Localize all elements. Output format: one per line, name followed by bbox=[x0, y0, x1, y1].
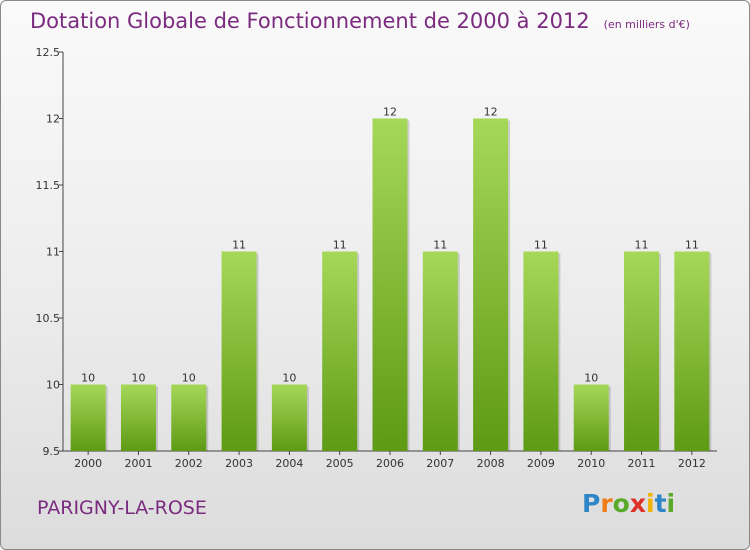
y-tick-label: 9.5 bbox=[43, 445, 61, 458]
bar-value-label: 12 bbox=[484, 106, 498, 119]
x-tick-label: 2012 bbox=[678, 457, 706, 470]
x-tick-label: 2009 bbox=[527, 457, 555, 470]
bar bbox=[171, 384, 207, 451]
x-tick-label: 2005 bbox=[326, 457, 354, 470]
x-tick-label: 2003 bbox=[225, 457, 253, 470]
bar-value-label: 11 bbox=[333, 239, 347, 252]
bar-value-label: 12 bbox=[383, 106, 397, 119]
bar bbox=[120, 384, 156, 451]
bar-value-label: 10 bbox=[182, 372, 196, 385]
y-tick-label: 10 bbox=[46, 379, 60, 392]
bar bbox=[674, 251, 710, 451]
chart-subtitle: (en milliers d'€) bbox=[603, 18, 690, 31]
bar-chart: 9.5 10 10.5 11 11.5 12 12.5 10 2000 10 2001 10 2002 1… bbox=[36, 46, 717, 470]
bar-value-label: 11 bbox=[232, 239, 246, 252]
bar-value-label: 11 bbox=[534, 239, 548, 252]
proxiti-logo: Proxiti bbox=[582, 489, 675, 518]
x-tick-label: 2004 bbox=[275, 457, 303, 470]
bar bbox=[523, 251, 559, 451]
logo-letter: x bbox=[629, 489, 646, 518]
y-tick-label: 11.5 bbox=[36, 179, 61, 192]
bar bbox=[221, 251, 257, 451]
y-tick-label: 11 bbox=[46, 246, 60, 259]
chart-title-text: Dotation Globale de Fonctionnement de 20… bbox=[30, 9, 590, 33]
bar bbox=[473, 118, 509, 451]
y-tick-label: 12 bbox=[46, 113, 60, 126]
chart-title: Dotation Globale de Fonctionnement de 20… bbox=[30, 9, 690, 33]
x-tick-label: 2002 bbox=[175, 457, 203, 470]
bar bbox=[624, 251, 660, 451]
y-tick-label: 10.5 bbox=[36, 312, 61, 325]
bar-value-label: 10 bbox=[282, 372, 296, 385]
x-tick-label: 2011 bbox=[628, 457, 656, 470]
y-tick-label: 12.5 bbox=[36, 46, 61, 59]
x-tick-label: 2010 bbox=[577, 457, 605, 470]
bar-value-label: 10 bbox=[131, 372, 145, 385]
logo-letter: r bbox=[600, 489, 613, 518]
bar-value-label: 11 bbox=[433, 239, 447, 252]
x-tick-label: 2007 bbox=[426, 457, 454, 470]
bar-value-label: 11 bbox=[685, 239, 699, 252]
bar bbox=[422, 251, 458, 451]
bar-value-label: 10 bbox=[81, 372, 95, 385]
logo-letter: i bbox=[646, 489, 655, 518]
bar bbox=[372, 118, 408, 451]
bar bbox=[271, 384, 307, 451]
logo-letter: P bbox=[582, 489, 601, 518]
x-tick-label: 2000 bbox=[74, 457, 102, 470]
x-tick-label: 2001 bbox=[124, 457, 152, 470]
x-tick-label: 2006 bbox=[376, 457, 404, 470]
bar bbox=[70, 384, 106, 451]
logo-letter: o bbox=[612, 489, 630, 518]
city-name: PARIGNY-LA-ROSE bbox=[37, 497, 207, 519]
bar bbox=[573, 384, 609, 451]
bar-value-label: 11 bbox=[635, 239, 649, 252]
bar-value-label: 10 bbox=[584, 372, 598, 385]
logo-letter: t bbox=[654, 489, 667, 518]
logo-letter: i bbox=[666, 489, 676, 518]
bar bbox=[322, 251, 358, 451]
x-tick-label: 2008 bbox=[477, 457, 505, 470]
